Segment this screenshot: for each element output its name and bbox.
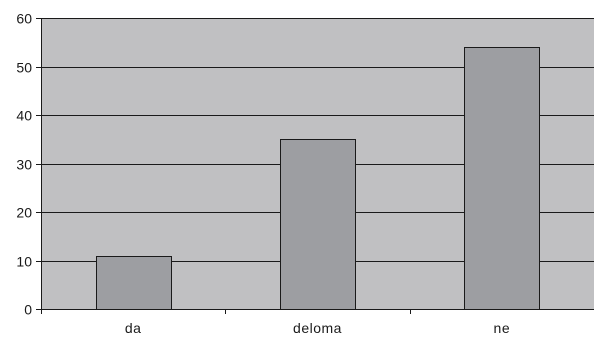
y-tick-label: 0 (24, 302, 32, 318)
x-tick-label: da (125, 320, 142, 336)
y-tick-label: 60 (16, 11, 32, 27)
bar-ne (464, 47, 540, 310)
y-tick-label: 10 (16, 254, 32, 270)
x-axis: da deloma ne (41, 309, 594, 336)
bars (96, 47, 540, 310)
x-tick-label: ne (494, 320, 511, 336)
bar-da (96, 256, 172, 310)
y-tick-label: 40 (16, 108, 32, 124)
y-axis: 0 10 20 30 40 50 60 (16, 11, 42, 318)
y-tick-label: 30 (16, 157, 32, 173)
y-tick-label: 20 (16, 205, 32, 221)
x-tick-label: deloma (293, 320, 342, 336)
y-tick-label: 50 (16, 60, 32, 76)
bar-deloma (280, 139, 356, 310)
